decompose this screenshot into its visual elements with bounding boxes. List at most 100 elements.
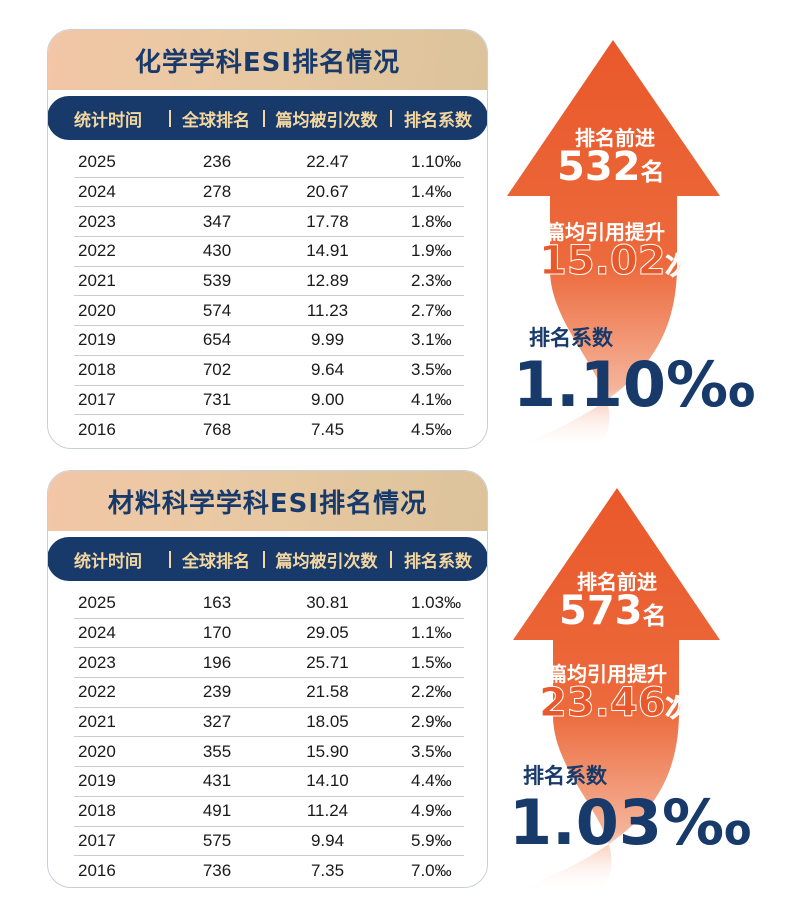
table-row: 2019 654 9.99 3.1‰ (74, 326, 464, 356)
up-arrow-icon (505, 40, 720, 450)
table-row: 2018 491 11.24 4.9‰ (74, 797, 464, 827)
table-row: 2018 702 9.64 3.5‰ (74, 356, 464, 386)
panel-title: 化学学科ESI排名情况 (48, 30, 487, 90)
table-row: 2021 327 18.05 2.9‰ (74, 708, 464, 738)
table-row: 2025 236 22.47 1.10‰ (74, 148, 464, 178)
table-row: 2019 431 14.10 4.4‰ (74, 767, 464, 797)
table-row: 2025 163 30.81 1.03‰ (74, 589, 464, 619)
cell-year: 2020 (78, 300, 116, 320)
coef-label: 排名系数 (529, 326, 613, 350)
table-body: 2025 163 30.81 1.03‰ 2024 170 29.05 1.1‰ 2023 1… (74, 589, 464, 886)
cell-citations: 11.23 (306, 300, 349, 320)
cell-year: 2016 (78, 420, 116, 440)
cell-rank: 196 (202, 652, 232, 672)
cell-rank: 430 (202, 241, 232, 261)
panel-title: 材料科学学科ESI排名情况 (48, 471, 487, 531)
cell-citations: 18.05 (306, 712, 349, 732)
cell-year: 2025 (78, 152, 116, 172)
materials-arrow-graphic: 排名前进 573名 篇均引用提升 23.46次 排名系数 1.03‰ (495, 488, 785, 893)
cell-year: 2017 (78, 389, 116, 409)
cell-year: 2023 (78, 652, 116, 672)
cell-coef: 4.1‰ (411, 389, 452, 409)
cell-rank: 702 (202, 360, 232, 380)
table-header: 统计时间 全球排名 篇均被引次数 排名系数 (48, 96, 487, 140)
table-row: 2020 355 15.90 3.5‰ (74, 737, 464, 768)
cell-year: 2017 (78, 830, 116, 850)
cell-citations: 7.35 (310, 861, 345, 881)
cell-coef: 1.10‰ (411, 152, 462, 172)
cell-citations: 7.45 (310, 420, 345, 440)
rank-improve-value-line: 573名 (559, 588, 667, 634)
cell-year: 2018 (78, 801, 116, 821)
cell-rank: 347 (202, 211, 232, 231)
cell-rank: 768 (202, 420, 232, 440)
header-global-rank: 全球排名 (169, 106, 263, 131)
table-row: 2016 736 7.35 7.0‰ (74, 856, 464, 886)
cell-year: 2021 (78, 712, 116, 732)
table-row: 2021 539 12.89 2.3‰ (74, 267, 464, 297)
cell-year: 2024 (78, 182, 116, 202)
header-rank-coef: 排名系数 (390, 547, 486, 572)
header-rank-coef: 排名系数 (390, 106, 486, 131)
cell-citations: 14.10 (306, 771, 349, 791)
cell-citations: 14.91 (306, 241, 349, 261)
cite-improve-unit: 次 (665, 252, 690, 281)
cell-rank: 654 (202, 330, 232, 350)
cell-citations: 21.58 (306, 682, 349, 702)
rank-improve-unit: 名 (640, 158, 665, 186)
cite-improve-label: 篇均引用提升 (545, 220, 665, 244)
cell-citations: 9.00 (310, 389, 345, 409)
table-row: 2023 347 17.78 1.8‰ (74, 207, 464, 238)
header-global-rank: 全球排名 (169, 547, 263, 572)
header-time: 统计时间 (74, 110, 142, 131)
table-body: 2025 236 22.47 1.10‰ 2024 278 20.67 1.4‰ 2023 3… (74, 148, 464, 445)
coef-label: 排名系数 (523, 764, 607, 788)
cell-year: 2016 (78, 861, 116, 881)
cell-rank: 575 (202, 830, 232, 850)
cell-rank: 327 (202, 712, 232, 732)
cell-coef: 2.3‰ (411, 271, 452, 291)
cell-coef: 4.4‰ (411, 771, 452, 791)
cite-improve-value: 23.46 (539, 680, 667, 727)
cell-year: 2022 (78, 241, 116, 261)
cell-rank: 355 (202, 741, 232, 761)
rank-improve-label: 排名前进 (577, 570, 657, 594)
cell-year: 2022 (78, 682, 116, 702)
cell-citations: 11.24 (306, 801, 349, 821)
cell-year: 2019 (78, 771, 116, 791)
cell-citations: 29.05 (306, 623, 349, 643)
cell-citations: 17.78 (306, 211, 349, 231)
cell-rank: 236 (202, 152, 232, 172)
table-row: 2020 574 11.23 2.7‰ (74, 296, 464, 327)
table-row: 2023 196 25.71 1.5‰ (74, 648, 464, 679)
cite-improve-unit: 次 (665, 694, 690, 723)
cite-improve-label: 篇均引用提升 (547, 662, 667, 686)
cell-year: 2024 (78, 623, 116, 643)
cell-coef: 3.5‰ (411, 741, 452, 761)
cell-coef: 2.2‰ (411, 682, 452, 702)
rank-improve-unit: 名 (642, 602, 667, 630)
cell-coef: 1.1‰ (411, 623, 452, 643)
chemistry-arrow-graphic: 排名前进 532名 篇均引用提升 15.02次 排名系数 1.10‰ (495, 40, 785, 450)
table-row: 2016 768 7.45 4.5‰ (74, 415, 464, 445)
cell-rank: 574 (202, 300, 232, 320)
chemistry-panel: 化学学科ESI排名情况 统计时间 全球排名 篇均被引次数 排名系数 2025 23… (47, 29, 488, 449)
cell-coef: 2.9‰ (411, 712, 452, 732)
cell-citations: 9.64 (310, 360, 345, 380)
cell-year: 2019 (78, 330, 116, 350)
cell-coef: 1.9‰ (411, 241, 452, 261)
header-avg-citations: 篇均被引次数 (263, 547, 390, 572)
cell-coef: 5.9‰ (411, 830, 452, 850)
cell-citations: 22.47 (306, 152, 349, 172)
table-row: 2017 575 9.94 5.9‰ (74, 827, 464, 857)
cite-improve-value: 15.02 (539, 238, 667, 285)
table-row: 2022 430 14.91 1.9‰ (74, 237, 464, 267)
header-avg-citations: 篇均被引次数 (263, 106, 390, 131)
cell-year: 2020 (78, 741, 116, 761)
cell-year: 2023 (78, 211, 116, 231)
cell-citations: 30.81 (306, 593, 349, 613)
cell-citations: 9.99 (310, 330, 345, 350)
materials-panel: 材料科学学科ESI排名情况 统计时间 全球排名 篇均被引次数 排名系数 2025… (47, 470, 488, 888)
cell-coef: 4.5‰ (411, 420, 452, 440)
cell-coef: 4.9‰ (411, 801, 452, 821)
